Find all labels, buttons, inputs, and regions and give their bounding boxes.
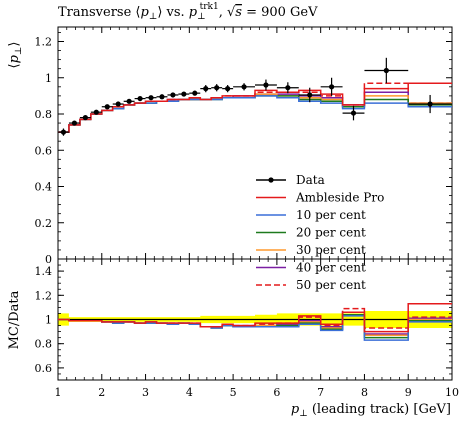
x-axis-label: p⊥ (leading track) [GeV] bbox=[291, 402, 451, 419]
ratio-series-line bbox=[58, 303, 452, 333]
main-y-axis-label: ⟨p⊥⟩ bbox=[7, 42, 24, 69]
x-tick-label: 7 bbox=[317, 386, 324, 399]
x-tick-label: 4 bbox=[186, 386, 193, 399]
x-tick-label: 5 bbox=[230, 386, 237, 399]
data-point bbox=[263, 82, 269, 88]
ratio-y-tick-label: 1.2 bbox=[35, 289, 53, 302]
main-y-tick-label: 0.6 bbox=[35, 144, 53, 157]
main-series-line bbox=[58, 95, 452, 133]
x-tick-label: 2 bbox=[98, 386, 105, 399]
x-tick-label: 10 bbox=[445, 386, 459, 399]
data-point bbox=[192, 90, 198, 96]
data-point bbox=[307, 92, 313, 98]
x-tick-label: 3 bbox=[142, 386, 149, 399]
data-point bbox=[104, 104, 110, 110]
ratio-panel: 0.6 0.8 1 1.2 1.4 1 2 3 4 5 6 7 8 9 10 MC/Data p⊥ (lea… bbox=[7, 258, 459, 419]
main-series-line bbox=[58, 95, 452, 133]
data-point bbox=[181, 91, 187, 97]
data-point bbox=[137, 95, 143, 102]
main-series-line bbox=[58, 82, 452, 133]
chart-title: Transverse ⟨p⊥⟩ vs. p⊥trk1, √s = 900 GeV bbox=[58, 2, 318, 22]
data-point bbox=[241, 84, 247, 90]
main-y-tick-label: 0.8 bbox=[35, 108, 53, 121]
data-point bbox=[427, 101, 433, 107]
legend-label: 30 per cent bbox=[296, 243, 366, 257]
legend-label: 10 per cent bbox=[296, 208, 366, 222]
x-tick-label: 1 bbox=[55, 386, 62, 399]
x-tick-label: 8 bbox=[361, 386, 368, 399]
data-point bbox=[148, 95, 154, 101]
data-point bbox=[115, 101, 121, 107]
data-point bbox=[126, 98, 132, 104]
ratio-y-tick-label: 0.6 bbox=[35, 362, 53, 375]
main-y-tick-label: 0 bbox=[45, 253, 52, 266]
main-y-tick-label: 0.4 bbox=[35, 181, 53, 194]
legend-label: 20 per cent bbox=[296, 226, 366, 240]
ratio-y-tick-label: 1.4 bbox=[35, 265, 53, 278]
x-tick-label: 9 bbox=[405, 386, 412, 399]
ratio-y-tick-label: 1 bbox=[45, 314, 52, 327]
data-point bbox=[350, 110, 357, 116]
data-point bbox=[159, 94, 165, 100]
main-y-tick-label: 1.2 bbox=[35, 36, 53, 49]
ratio-y-tick-label: 0.8 bbox=[35, 338, 53, 351]
data-point bbox=[203, 86, 209, 92]
legend-label: 40 per cent bbox=[296, 261, 366, 275]
data-point bbox=[170, 92, 176, 98]
data-point bbox=[329, 84, 335, 90]
data-point bbox=[225, 86, 231, 92]
main-y-tick-label: 0.2 bbox=[35, 217, 53, 230]
main-panel: 0 0.2 0.4 0.6 0.8 1 1.2 ⟨p⊥⟩ Data Ambleside Pro… bbox=[7, 26, 453, 292]
data-point bbox=[71, 120, 78, 126]
data-point bbox=[214, 85, 220, 91]
x-tick-label: 6 bbox=[273, 386, 280, 399]
data-point bbox=[383, 67, 389, 74]
main-y-tick-label: 1 bbox=[45, 72, 52, 85]
legend: Data Ambleside Pro 10 per cent 20 per cent 3… bbox=[256, 173, 384, 292]
main-plot-frame bbox=[57, 26, 453, 260]
data-point bbox=[93, 109, 99, 115]
data-point bbox=[60, 129, 67, 135]
data-point bbox=[82, 115, 88, 121]
legend-label: Data bbox=[296, 173, 325, 187]
legend-label: 50 per cent bbox=[296, 278, 366, 292]
legend-data-dot bbox=[268, 177, 274, 183]
legend-label: Ambleside Pro bbox=[295, 191, 384, 205]
data-point bbox=[285, 85, 291, 91]
ratio-y-axis-label: MC/Data bbox=[7, 290, 22, 349]
